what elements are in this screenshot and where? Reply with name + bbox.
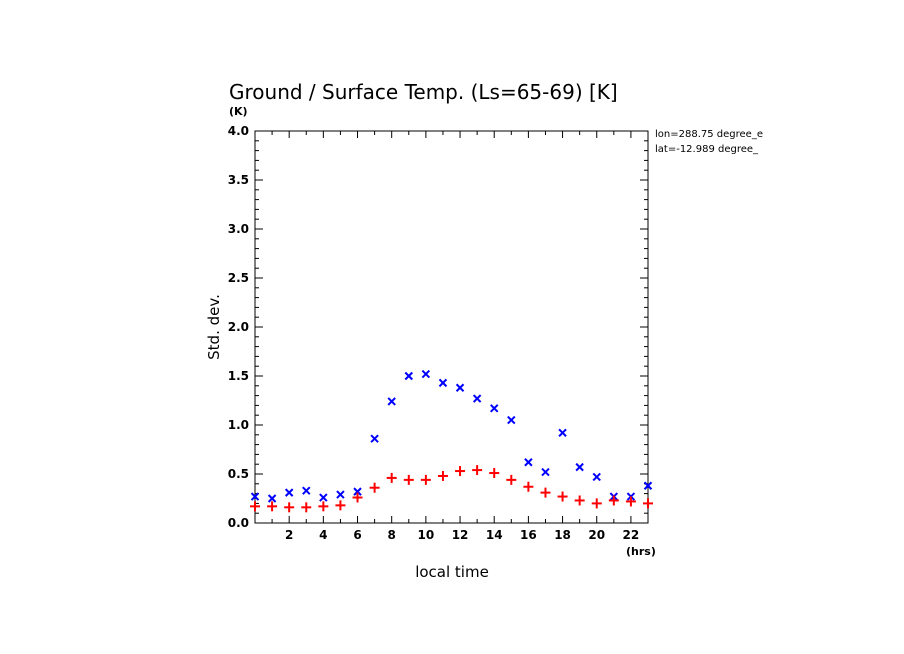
- x-marker-point: [541, 467, 550, 477]
- plus-marker-point: [352, 492, 363, 503]
- plus-marker-point: [403, 474, 414, 485]
- plus-marker-point: [369, 482, 380, 493]
- x-marker-point: [336, 490, 345, 499]
- x-tick-label: 6: [353, 528, 361, 542]
- plus-marker-point: [386, 472, 397, 483]
- x-marker-point: [592, 472, 601, 482]
- y-unit-label: (K): [229, 105, 248, 118]
- y-tick-label: 0.0: [228, 516, 249, 530]
- x-tick-label: 14: [486, 528, 503, 542]
- y-tick-label: 2.5: [228, 271, 249, 285]
- x-marker-point: [472, 394, 482, 403]
- annotation-lon: lon=288.75 degree_e: [655, 129, 763, 140]
- x-marker-point: [455, 383, 465, 392]
- x-marker-point: [421, 369, 431, 379]
- x-tick-label: 20: [588, 528, 605, 542]
- plot-frame: [254, 130, 649, 524]
- y-tick-label: 4.0: [228, 124, 249, 138]
- x-marker-point: [524, 458, 533, 467]
- x-marker-point: [490, 404, 499, 413]
- y-tick-label: 1.0: [228, 418, 249, 432]
- chart-title: Ground / Surface Temp. (Ls=65-69) [K]: [229, 80, 618, 104]
- x-marker-point: [507, 415, 516, 425]
- plus-marker-point: [608, 495, 619, 506]
- axes: 2 4 6 8 10 12 14 16 18 20 22 0.0 0.5 1.0 1.5 2.0 2.5 3.0 3…: [228, 124, 648, 542]
- x-tick-label: 22: [623, 528, 640, 542]
- x-axis-label: local time: [415, 563, 489, 581]
- x-marker-point: [438, 378, 448, 388]
- plus-marker-point: [540, 487, 551, 498]
- x-tick-label: 8: [388, 528, 396, 542]
- plus-marker-point: [625, 496, 636, 507]
- plus-marker-point: [455, 466, 466, 477]
- y-tick-label: 3.0: [228, 222, 249, 236]
- y-tick-label: 0.5: [228, 467, 249, 481]
- x-marker-point: [302, 486, 311, 495]
- x-unit-label: (hrs): [626, 545, 656, 558]
- y-tick-label: 1.5: [228, 369, 249, 383]
- x-tick-label: 10: [418, 528, 435, 542]
- plus-marker-point: [489, 468, 500, 479]
- plus-marker-point: [420, 474, 431, 485]
- plus-marker-point: [267, 501, 278, 512]
- plus-marker-point: [591, 498, 602, 509]
- plus-marker-point: [643, 498, 653, 509]
- plus-marker-point: [335, 500, 346, 511]
- plus-marker-point: [284, 502, 295, 513]
- plus-marker-point: [574, 495, 585, 506]
- x-marker-point: [319, 493, 328, 502]
- plus-marker-point: [523, 481, 534, 492]
- plus-marker-point: [506, 474, 517, 485]
- x-tick-label: 18: [554, 528, 571, 542]
- x-marker-point: [370, 434, 379, 443]
- x-marker-point: [404, 371, 413, 381]
- y-axis-label: Std. dev.: [205, 294, 223, 360]
- x-marker-point: [284, 488, 294, 497]
- x-marker-point: [643, 481, 653, 490]
- x-tick-label: 2: [285, 528, 293, 542]
- x-marker-point: [575, 462, 584, 472]
- plus-marker-point: [250, 501, 260, 512]
- x-marker-point: [267, 494, 277, 503]
- x-marker-point: [250, 492, 260, 501]
- x-marker-point: [353, 487, 362, 496]
- plus-marker-point: [557, 491, 568, 502]
- plus-marker-point: [437, 470, 448, 481]
- x-tick-label: 16: [520, 528, 537, 542]
- annotation-lat: lat=-12.989 degree_: [655, 144, 759, 155]
- plus-marker-point: [318, 501, 329, 512]
- y-tick-label: 2.0: [228, 320, 249, 334]
- x-tick-label: 4: [319, 528, 327, 542]
- x-tick-label: 12: [452, 528, 469, 542]
- plus-marker-point: [472, 465, 483, 476]
- data-marks: [250, 369, 653, 513]
- x-marker-point: [558, 428, 567, 438]
- y-tick-label: 3.5: [228, 173, 249, 187]
- plus-marker-point: [301, 502, 312, 513]
- x-marker-point: [387, 397, 396, 406]
